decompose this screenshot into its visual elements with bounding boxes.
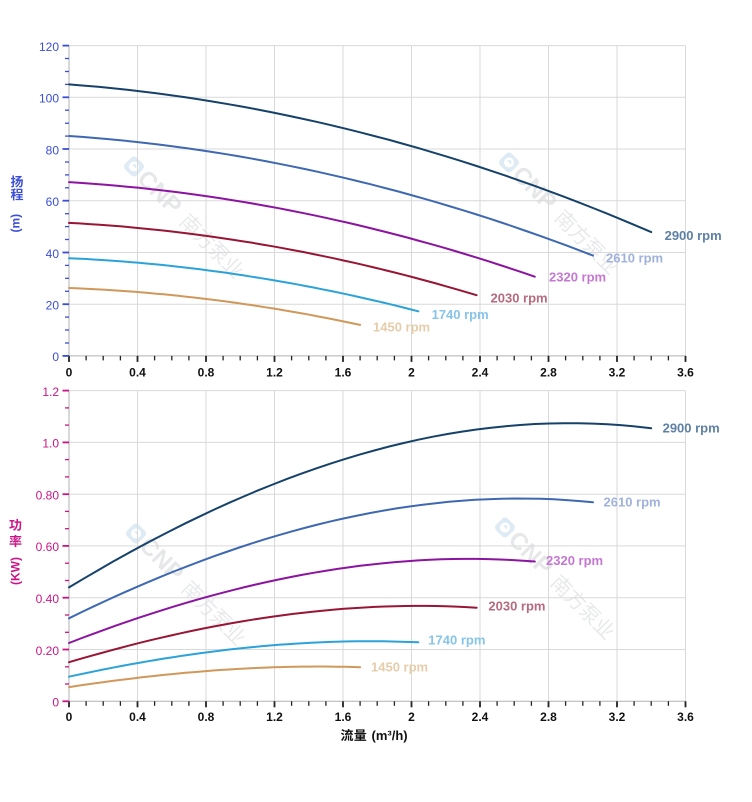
svg-text:3.6: 3.6 [677, 710, 694, 724]
svg-text:2.8: 2.8 [540, 366, 557, 380]
svg-text:2: 2 [408, 710, 415, 724]
svg-text:0.8: 0.8 [198, 710, 215, 724]
svg-text:0.8: 0.8 [198, 366, 215, 380]
svg-text:0.4: 0.4 [129, 366, 146, 380]
svg-text:2.4: 2.4 [472, 366, 489, 380]
svg-text:(m³/h): (m³/h) [372, 728, 408, 743]
svg-text:2.4: 2.4 [472, 710, 489, 724]
svg-text:2900 rpm: 2900 rpm [665, 228, 722, 243]
svg-text:1.0: 1.0 [42, 437, 59, 451]
svg-text:2: 2 [408, 366, 415, 380]
svg-text:1.2: 1.2 [42, 385, 59, 399]
svg-text:1740 rpm: 1740 rpm [432, 307, 489, 322]
svg-text:2900 rpm: 2900 rpm [663, 421, 720, 436]
svg-text:0.4: 0.4 [129, 710, 146, 724]
svg-text:0.80: 0.80 [36, 489, 60, 503]
svg-text:3.2: 3.2 [609, 710, 626, 724]
svg-text:1.2: 1.2 [266, 366, 283, 380]
svg-text:0: 0 [66, 710, 73, 724]
svg-text:0.20: 0.20 [36, 644, 60, 658]
svg-text:1740 rpm: 1740 rpm [428, 632, 485, 647]
svg-text:1450 rpm: 1450 rpm [371, 660, 428, 675]
svg-text:2.8: 2.8 [540, 710, 557, 724]
svg-text:1.6: 1.6 [335, 366, 352, 380]
svg-text:2320 rpm: 2320 rpm [546, 553, 603, 568]
svg-text:60: 60 [46, 195, 60, 209]
svg-text:2320 rpm: 2320 rpm [549, 270, 606, 285]
svg-text:3.6: 3.6 [677, 366, 694, 380]
svg-text:1.2: 1.2 [266, 710, 283, 724]
svg-text:0.60: 0.60 [36, 540, 60, 554]
svg-text:120: 120 [39, 40, 59, 54]
svg-text:80: 80 [46, 143, 60, 157]
svg-text:2610 rpm: 2610 rpm [606, 250, 663, 265]
svg-text:0: 0 [66, 366, 73, 380]
svg-text:(m): (m) [9, 214, 23, 233]
svg-text:2030 rpm: 2030 rpm [491, 291, 548, 306]
svg-text:100: 100 [39, 92, 59, 106]
svg-text:3.2: 3.2 [609, 366, 626, 380]
svg-text:1450 rpm: 1450 rpm [373, 319, 430, 334]
svg-text:40: 40 [46, 247, 60, 261]
svg-text:(KW): (KW) [9, 557, 23, 585]
svg-text:20: 20 [46, 299, 60, 313]
svg-text:0: 0 [52, 696, 59, 710]
svg-text:0.40: 0.40 [36, 592, 60, 606]
svg-text:1.6: 1.6 [335, 710, 352, 724]
svg-text:0: 0 [52, 350, 59, 364]
svg-text:2030 rpm: 2030 rpm [488, 598, 545, 613]
svg-text:2610 rpm: 2610 rpm [604, 494, 661, 509]
